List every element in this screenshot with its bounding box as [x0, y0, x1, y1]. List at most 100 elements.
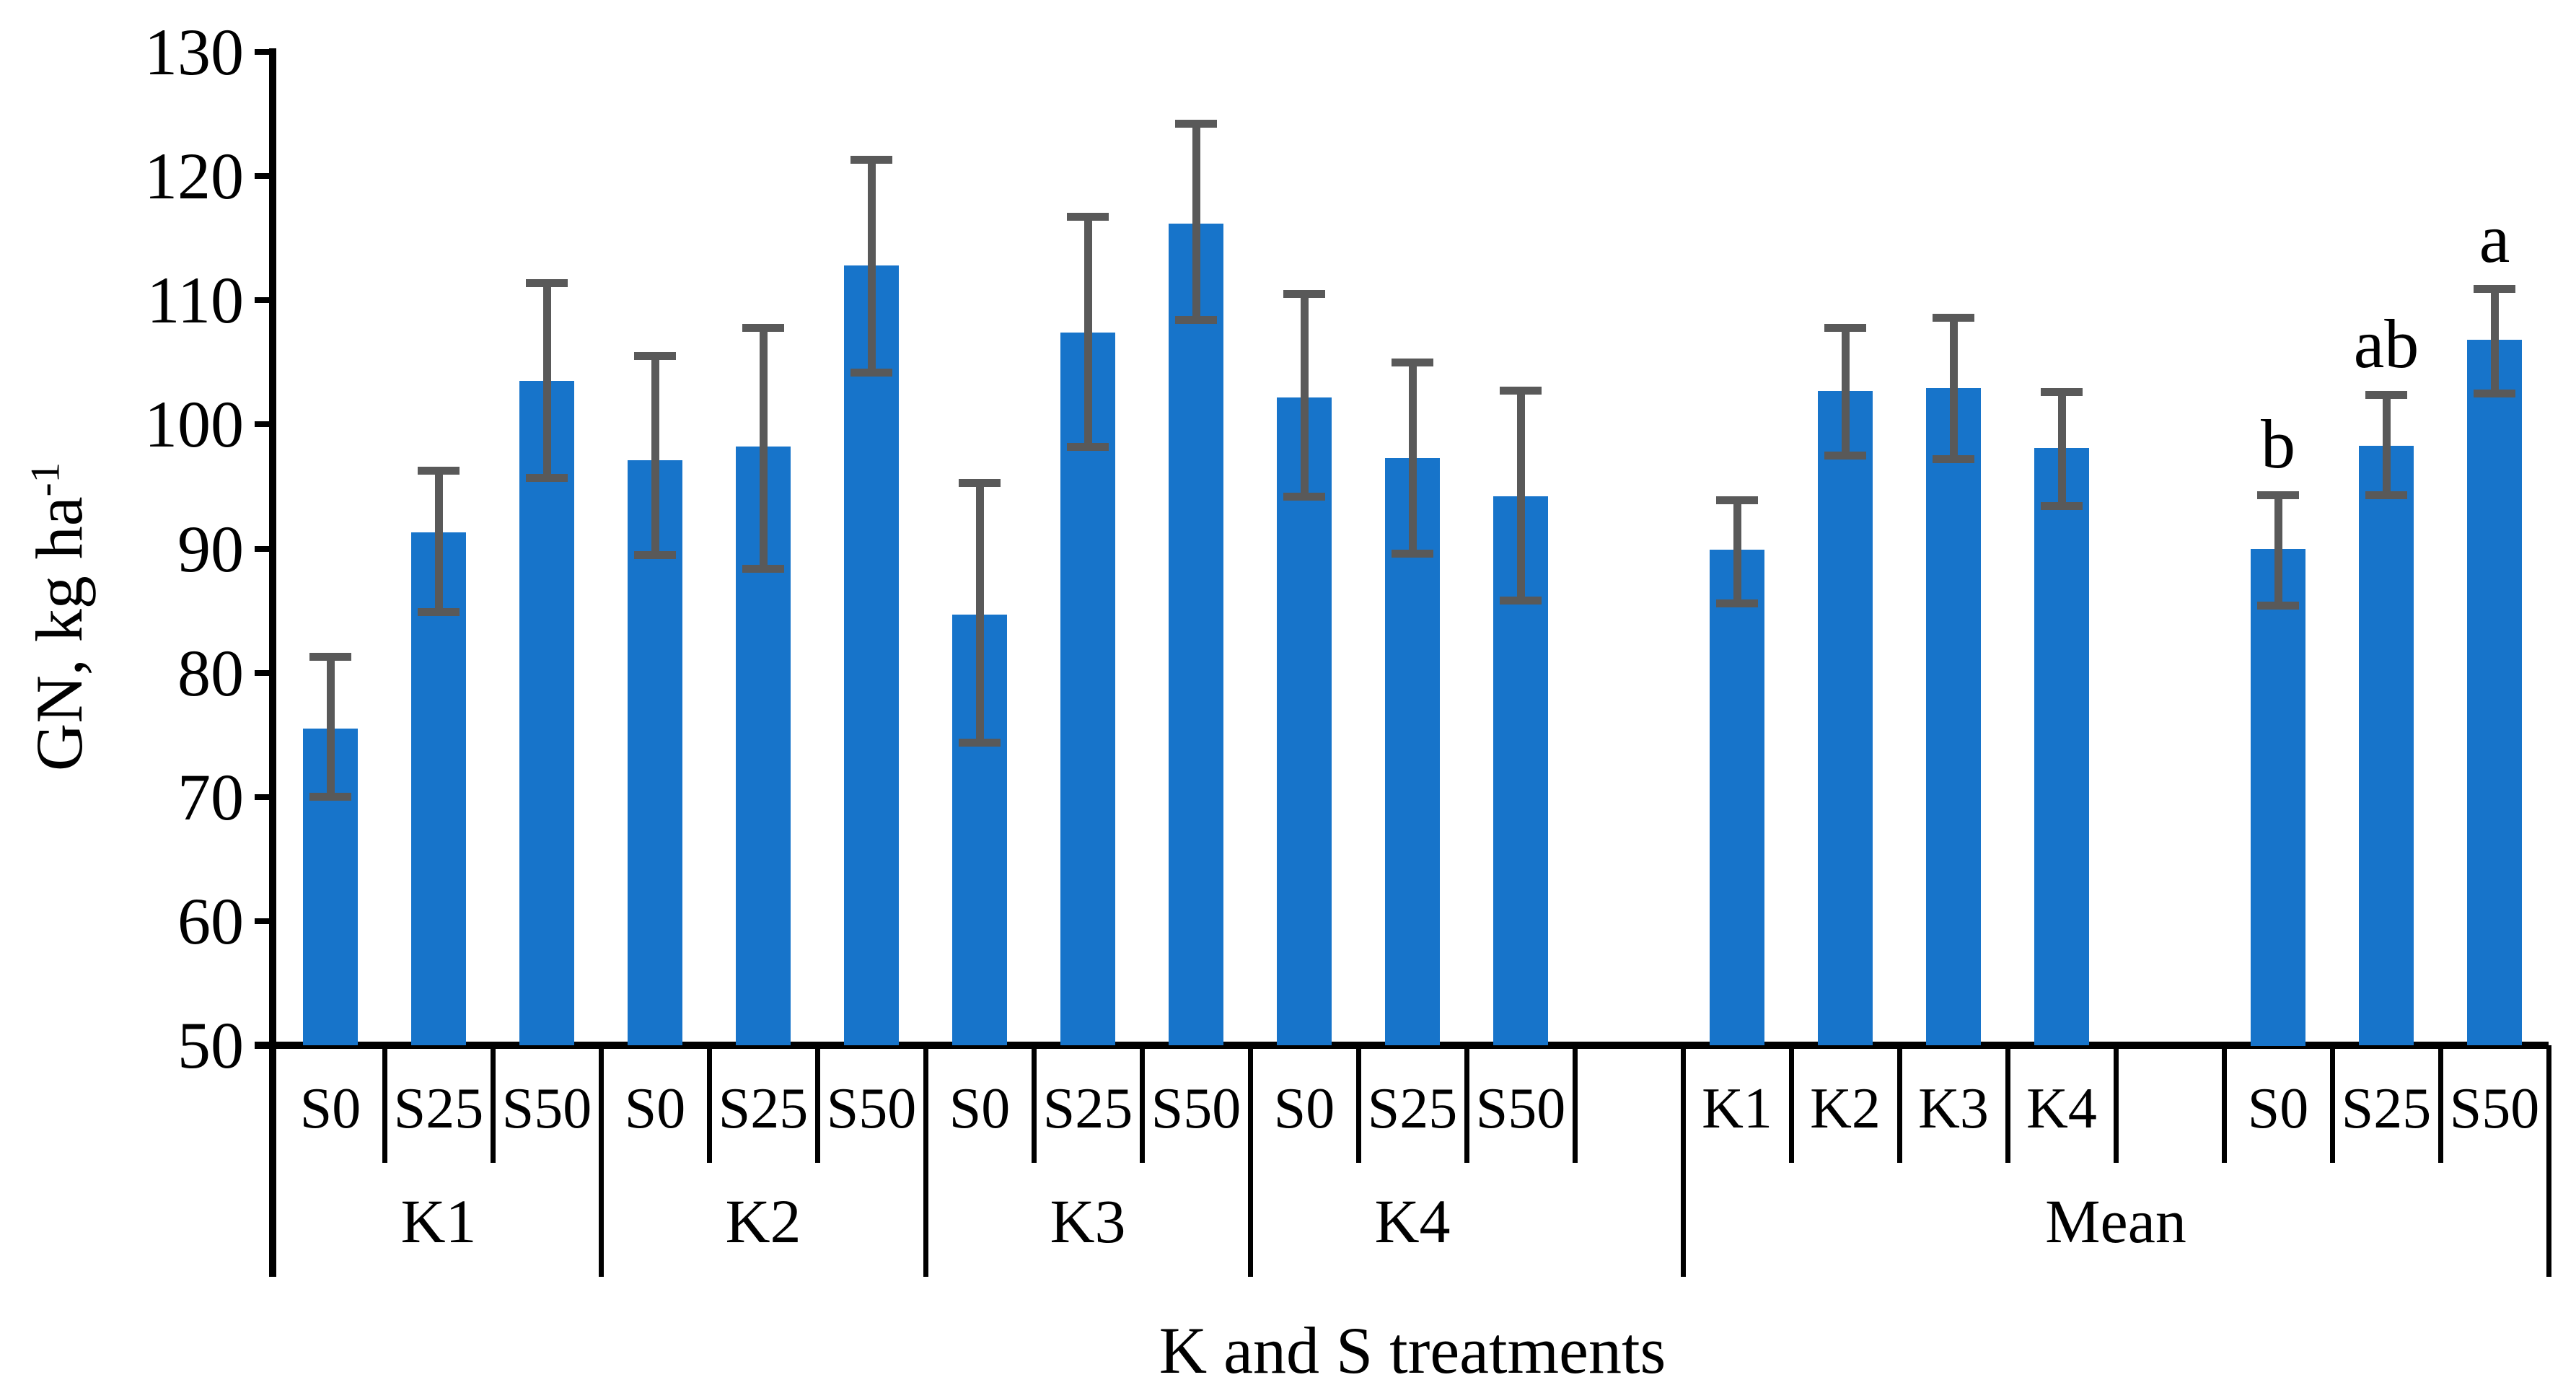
cell-divider: [2005, 1045, 2010, 1163]
category-label: S0: [949, 1077, 1011, 1140]
error-bar-stem: [435, 470, 443, 612]
y-axis-tick: [255, 918, 276, 924]
cell-divider: [1897, 1045, 1902, 1163]
error-bar-cap-top: [742, 324, 784, 332]
error-bar-cap-top: [2365, 391, 2407, 399]
cell-divider: [707, 1045, 712, 1163]
error-bar-cap-top: [1175, 120, 1217, 128]
y-axis-tick: [255, 49, 276, 55]
cell-divider: [1464, 1045, 1469, 1163]
y-tick-label: 110: [146, 263, 244, 337]
error-bar-stem: [2058, 392, 2066, 506]
cell-divider: [2114, 1045, 2119, 1163]
bar: [1169, 224, 1223, 1045]
error-bar-stem: [976, 483, 984, 742]
error-bar-stem: [327, 656, 335, 797]
group-divider: [1248, 1045, 1253, 1277]
error-bar-cap-top: [1283, 290, 1325, 298]
error-bar-cap-top: [309, 653, 351, 661]
error-bar-cap-bottom: [1500, 597, 1542, 605]
error-bar-stem: [2383, 395, 2391, 495]
y-tick-label: 120: [144, 139, 244, 213]
error-bar-stem: [2274, 495, 2282, 605]
error-bar-cap-top: [526, 279, 568, 287]
bar: [1277, 397, 1332, 1045]
y-tick-label: 130: [144, 15, 244, 89]
error-bar-cap-bottom: [2474, 390, 2515, 397]
error-bar-stem: [1301, 294, 1309, 497]
category-label: K3: [1918, 1077, 1989, 1140]
error-bar-stem: [1084, 217, 1092, 447]
error-bar-cap-bottom: [1283, 493, 1325, 501]
error-bar-cap-bottom: [1067, 443, 1109, 451]
error-bar-cap-top: [2474, 285, 2515, 293]
category-label: K4: [2026, 1077, 2097, 1140]
category-label: K1: [1702, 1077, 1772, 1140]
bar: [411, 532, 466, 1045]
group-divider: [2546, 1045, 2551, 1277]
bar: [2034, 448, 2089, 1045]
significance-letter: a: [2479, 200, 2510, 277]
bar: [2359, 446, 2414, 1045]
error-bar-cap-top: [2257, 491, 2299, 499]
group-divider: [923, 1045, 928, 1277]
category-label: S50: [826, 1077, 917, 1140]
cell-divider: [2222, 1045, 2227, 1163]
category-label: S25: [393, 1077, 484, 1140]
error-bar-stem: [2491, 289, 2499, 394]
error-bar-cap-top: [1067, 213, 1109, 221]
category-label: S0: [299, 1077, 361, 1140]
cell-divider: [2438, 1045, 2443, 1163]
y-axis-tick: [255, 794, 276, 800]
cell-divider: [1573, 1045, 1578, 1163]
cell-divider: [815, 1045, 820, 1163]
group-label: K2: [725, 1187, 801, 1256]
error-bar-cap-bottom: [526, 474, 568, 482]
error-bar-cap-top: [1716, 496, 1758, 504]
significance-letter: ab: [2353, 305, 2419, 382]
cell-divider: [1789, 1045, 1794, 1163]
bar: [2467, 340, 2522, 1045]
error-bar-cap-top: [1500, 387, 1542, 395]
cell-divider: [382, 1045, 387, 1163]
category-label: K2: [1810, 1077, 1881, 1140]
error-bar-cap-bottom: [418, 608, 460, 616]
bar: [844, 265, 899, 1045]
error-bar-cap-top: [850, 156, 892, 164]
y-axis-tick: [255, 173, 276, 179]
category-label: S50: [2449, 1077, 2540, 1140]
error-bar-cap-bottom: [2257, 602, 2299, 610]
error-bar-cap-top: [2041, 388, 2083, 396]
category-label: S50: [1151, 1077, 1241, 1140]
error-bar-cap-top: [959, 479, 1001, 487]
cell-divider: [1140, 1045, 1145, 1163]
error-bar-stem: [543, 283, 551, 478]
error-bar-cap-bottom: [1175, 316, 1217, 324]
group-divider: [1681, 1045, 1686, 1277]
error-bar-cap-top: [634, 352, 676, 360]
error-bar-cap-bottom: [634, 551, 676, 559]
error-bar-stem: [1842, 327, 1850, 455]
y-axis-tick: [255, 421, 276, 427]
category-label: S25: [718, 1077, 809, 1140]
error-bar-cap-bottom: [1716, 599, 1758, 607]
x-axis-title: K and S treatments: [1159, 1314, 1666, 1387]
category-label: S50: [501, 1077, 592, 1140]
group-label: K3: [1050, 1187, 1126, 1256]
category-label: S0: [2247, 1077, 2309, 1140]
y-tick-label: 50: [177, 1008, 244, 1082]
error-bar-cap-bottom: [1933, 455, 1974, 463]
y-tick-label: 80: [177, 636, 244, 710]
error-bar-stem: [1409, 362, 1417, 553]
category-label: S50: [1475, 1077, 1566, 1140]
error-bar-stem: [651, 356, 659, 555]
category-label: S0: [1273, 1077, 1335, 1140]
category-label: S25: [2341, 1077, 2432, 1140]
x-axis-line: [255, 1042, 2549, 1049]
group-label: Mean: [2045, 1187, 2186, 1256]
bar: [1926, 388, 1981, 1045]
y-axis-title-superscript: -1: [22, 462, 69, 497]
y-tick-label: 60: [177, 884, 244, 958]
error-bar-cap-bottom: [850, 369, 892, 377]
error-bar-cap-bottom: [1824, 452, 1866, 460]
